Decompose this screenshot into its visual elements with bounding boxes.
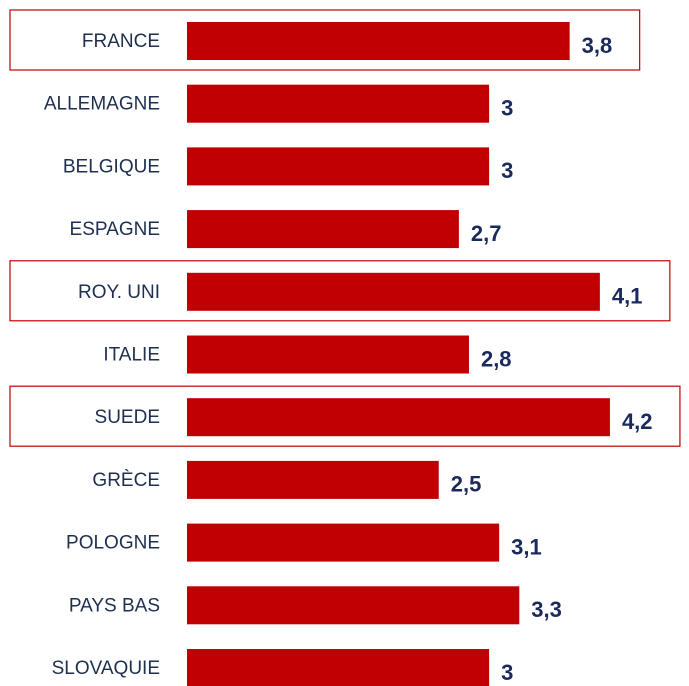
bar bbox=[187, 210, 459, 249]
value-label: 3 bbox=[501, 158, 513, 183]
category-label: SUEDE bbox=[95, 407, 160, 428]
bar bbox=[187, 335, 469, 374]
value-label: 2,8 bbox=[481, 346, 512, 371]
bar bbox=[187, 84, 490, 123]
value-label: 2,5 bbox=[451, 472, 482, 497]
value-label: 3,8 bbox=[582, 33, 613, 58]
category-label: GRÈCE bbox=[92, 470, 160, 491]
bar bbox=[187, 586, 520, 625]
category-label: ITALIE bbox=[103, 345, 160, 366]
value-label: 3,1 bbox=[511, 534, 542, 559]
bar bbox=[187, 147, 490, 186]
value-label: 3 bbox=[501, 660, 513, 685]
category-label: BELGIQUE bbox=[63, 156, 160, 177]
category-label: FRANCE bbox=[82, 31, 160, 52]
category-label: PAYS BAS bbox=[69, 595, 160, 616]
highlight-box bbox=[9, 9, 641, 71]
bar bbox=[187, 460, 439, 499]
value-label: 3,3 bbox=[531, 597, 562, 622]
value-label: 4,1 bbox=[612, 284, 643, 309]
highlight-box bbox=[9, 260, 671, 322]
bar bbox=[187, 649, 490, 686]
category-label: POLOGNE bbox=[66, 533, 160, 554]
bar bbox=[187, 523, 500, 562]
value-label: 3 bbox=[501, 96, 513, 121]
bar bbox=[187, 22, 570, 60]
highlight-box bbox=[9, 385, 681, 447]
category-label: ALLEMAGNE bbox=[44, 94, 160, 115]
value-label: 4,2 bbox=[622, 409, 653, 434]
bar bbox=[187, 398, 610, 437]
bar bbox=[187, 272, 600, 311]
value-label: 2,7 bbox=[471, 221, 502, 246]
category-label: ROY. UNI bbox=[78, 282, 160, 303]
category-label: SLOVAQUIE bbox=[52, 658, 160, 679]
category-label: ESPAGNE bbox=[70, 219, 160, 240]
